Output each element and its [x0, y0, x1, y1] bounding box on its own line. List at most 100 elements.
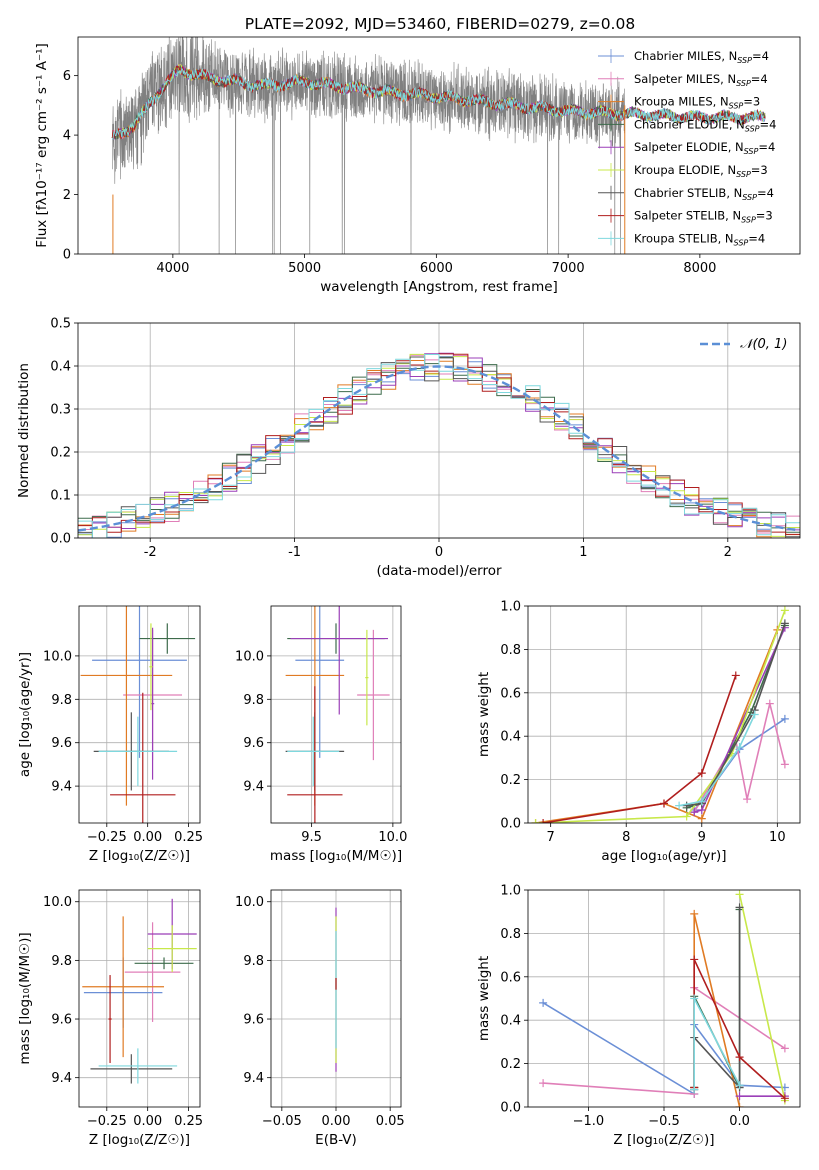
gaussian-legend-label: 𝒩(0, 1)	[740, 337, 787, 352]
weight-point-marker	[539, 998, 548, 1007]
y-tick-label: 9.8	[51, 693, 72, 708]
y-tick-label: 4	[63, 129, 71, 144]
legend-entry-label: Chabrier MILES, NSSP=4	[634, 49, 769, 65]
x-axis-label: (data-model)/error	[376, 563, 502, 579]
y-tick-label: 9.6	[243, 1013, 264, 1028]
weight-series-line	[686, 623, 786, 807]
spectrum-data-line	[112, 37, 625, 254]
y-tick-label: 0.2	[50, 446, 71, 461]
axes-residual_histogram: -2 -1 0 1 2 0.0 0.1 0.2 0.3 0.4 0.5 (data-model)/er…	[16, 317, 801, 579]
weight-point-marker	[780, 606, 789, 615]
model-spectrum-line-8	[111, 66, 766, 140]
x-tick-label: 7000	[552, 261, 585, 276]
errorbar-point	[80, 606, 173, 806]
plot-area	[80, 606, 196, 823]
weight-point-marker	[743, 795, 752, 804]
y-tick-label: 9.8	[243, 693, 264, 708]
weight-point-marker	[735, 743, 744, 752]
x-axis-label: mass [log₁₀(M/M☉)]	[270, 848, 402, 864]
x-tick-label: 1	[579, 545, 587, 560]
errorbar-point	[90, 1054, 173, 1084]
histogram-series-8	[78, 354, 800, 538]
weight-point-marker	[697, 814, 706, 823]
y-tick-label: 1.0	[500, 884, 521, 899]
weight-point-marker	[780, 1094, 789, 1103]
grid-lines	[528, 605, 800, 824]
y-tick-label: 0.2	[500, 773, 521, 788]
axes-weight_vs_Z: −1.0 −0.5 0.0 0.0 0.2 0.4 0.6 0.8 1.0 Z [log₁₀(Z/…	[476, 884, 801, 1148]
y-tick-label: 9.4	[243, 1071, 264, 1086]
weight-point-marker	[735, 1092, 744, 1101]
x-axis-label: age [log₁₀(age/yr)]	[601, 848, 726, 864]
y-tick-label: 0.5	[50, 317, 71, 332]
x-tick-label: 6000	[420, 261, 453, 276]
x-tick-label: 7	[547, 830, 555, 845]
x-tick-label: −1.0	[573, 1114, 605, 1129]
y-tick-label: 0.4	[50, 360, 71, 375]
legend-entry-label: Salpeter ELODIE, NSSP=4	[634, 140, 775, 156]
weight-point-marker	[660, 799, 668, 808]
axes-frame	[270, 605, 402, 824]
x-tick-label: 0.00	[133, 830, 162, 845]
y-tick-label: 6	[63, 69, 71, 84]
legend-entry-label: Chabrier STELIB, NSSP=4	[634, 186, 774, 202]
y-tick-label: 0.4	[500, 1014, 521, 1029]
errorbar-point	[110, 692, 176, 823]
x-tick-label: 0.00	[133, 1114, 162, 1129]
y-axis-label: Flux [fλ10⁻¹⁷ erg cm⁻² s⁻¹ A⁻¹]	[34, 43, 50, 248]
gaussian-curve	[78, 365, 798, 532]
weight-point-marker	[735, 890, 744, 899]
x-axis-label: Z [log₁₀(Z/Z☉)]	[89, 1132, 190, 1148]
weight-point-marker	[697, 797, 706, 806]
weight-point-marker	[675, 801, 684, 810]
y-tick-label: 0.6	[500, 970, 521, 985]
grid-lines	[79, 890, 200, 1107]
weight-series-line	[678, 714, 756, 807]
x-tick-label: −0.25	[87, 1114, 127, 1129]
axes-frame	[78, 889, 201, 1108]
y-axis-label: mass [log₁₀(M/M☉)]	[17, 932, 33, 1064]
x-tick-label: 0.05	[376, 1114, 405, 1129]
x-axis-label: Z [log₁₀(Z/Z☉)]	[89, 848, 190, 864]
x-tick-label: −0.25	[87, 830, 127, 845]
y-tick-label: 0.2	[500, 1057, 521, 1072]
y-tick-label: 9.6	[243, 736, 264, 751]
x-tick-label: -2	[144, 545, 157, 560]
weight-point-marker	[682, 801, 691, 810]
y-tick-label: 0.6	[500, 686, 521, 701]
legend-entry-label: Salpeter STELIB, NSSP=3	[634, 209, 773, 225]
weight-point-marker	[531, 819, 540, 823]
x-tick-label: 0.00	[322, 1114, 351, 1129]
weight-point-marker	[690, 1085, 699, 1094]
weight-point-marker	[780, 1044, 789, 1053]
errorbar-point	[357, 629, 390, 761]
y-tick-label: 9.4	[51, 1071, 72, 1086]
axes-frame	[527, 605, 801, 824]
errorbar-point	[98, 1048, 178, 1084]
weight-point-marker	[735, 1081, 744, 1090]
y-tick-label: 9.8	[243, 954, 264, 969]
y-tick-label: 0.8	[500, 927, 521, 942]
axes-spectrum: 4000 5000 6000 7000 8000 0 2 4 6 wavelength [Angs…	[34, 36, 801, 295]
y-tick-label: 10.0	[43, 895, 72, 910]
weight-series-line	[693, 909, 741, 1088]
x-tick-label: 5000	[288, 261, 321, 276]
errorbar-point	[108, 975, 112, 1064]
y-tick-label: 0.3	[50, 403, 71, 418]
y-axis-label: age [log₁₀(age/yr)]	[17, 652, 33, 777]
x-tick-label: 4000	[156, 261, 189, 276]
x-axis-label: E(B-V)	[315, 1132, 357, 1148]
y-tick-label: 10.0	[235, 649, 264, 664]
weight-series-line	[535, 629, 779, 823]
errorbar-point	[290, 606, 388, 715]
weight-point-marker	[780, 760, 789, 769]
weight-point-marker	[765, 699, 774, 708]
y-axis-label: Normed distribution	[16, 363, 32, 498]
errorbar-point	[287, 716, 340, 787]
y-tick-label: 0.8	[500, 643, 521, 658]
axes-frame	[77, 36, 801, 255]
errorbar-point	[92, 606, 187, 758]
weight-point-marker	[731, 671, 740, 680]
weight-point-marker	[750, 710, 759, 719]
